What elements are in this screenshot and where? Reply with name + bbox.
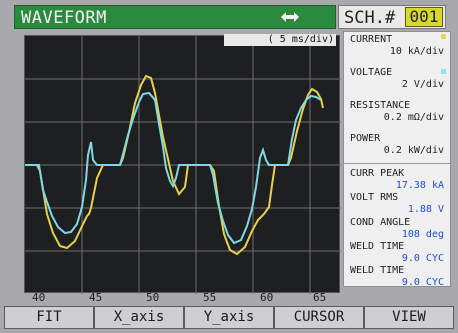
cond-angle-label: COND ANGLE [350, 217, 411, 228]
x-tick-65: 65 [313, 291, 327, 304]
resistance-label: RESISTANCE [350, 100, 411, 111]
title-bar: WAVEFORM [14, 5, 336, 29]
x-tick-45: 45 [89, 291, 103, 304]
voltage-color-marker [441, 69, 446, 74]
waveform-plot [24, 35, 341, 294]
cond-angle-value: 108 deg [401, 229, 444, 240]
softkey-fit[interactable]: FIT [4, 306, 94, 329]
power-label: POWER [350, 133, 381, 144]
current-label: CURRENT [350, 34, 393, 45]
x-tick-60: 60 [260, 291, 274, 304]
current-scale: 10 kA/div [389, 46, 444, 57]
curr-peak-value: 17.38 kA [395, 180, 444, 191]
x-tick-55: 55 [203, 291, 217, 304]
resistance-scale: 0.2 mΩ/div [383, 112, 444, 123]
grid [25, 36, 341, 294]
weld-time-2-label: WELD TIME [350, 265, 405, 276]
weld-time-2-value: 9.0 CYC [401, 277, 444, 288]
softkey-bar: FIT X_axis Y_axis CURSOR VIEW [4, 306, 454, 329]
voltage-label: VOLTAGE [350, 67, 393, 78]
schedule-label: SCH.# [344, 8, 396, 28]
voltage-scale: 2 V/div [401, 79, 444, 90]
volt-rms-value: 1.88 V [407, 204, 444, 215]
weld-time-1-value: 9.0 CYC [401, 253, 444, 264]
volt-rms-label: VOLT RMS [350, 192, 399, 203]
weld-time-1-label: WELD TIME [350, 241, 405, 252]
panel-divider [344, 163, 450, 164]
power-scale: 0.2 kW/div [383, 145, 444, 156]
schedule-number[interactable]: 001 [405, 7, 443, 27]
softkey-y-axis[interactable]: Y_axis [184, 306, 274, 329]
measurement-panel: CURRENT 10 kA/div VOLTAGE 2 V/div RESIST… [343, 31, 451, 288]
x-tick-40: 40 [32, 291, 46, 304]
waveform-svg [25, 36, 341, 294]
x-tick-50: 50 [146, 291, 160, 304]
softkey-cursor[interactable]: CURSOR [274, 306, 364, 329]
double-arrow-icon[interactable] [280, 10, 300, 24]
screen-title: WAVEFORM [21, 8, 107, 28]
schedule-box: SCH.# 001 [338, 5, 446, 29]
time-scale-label: ( 5 ms/div) [224, 34, 336, 46]
softkey-view[interactable]: VIEW [364, 306, 454, 329]
current-color-marker [441, 34, 446, 39]
softkey-x-axis[interactable]: X_axis [94, 306, 184, 329]
voltage-trace [25, 91, 322, 245]
curr-peak-label: CURR PEAK [350, 168, 405, 179]
